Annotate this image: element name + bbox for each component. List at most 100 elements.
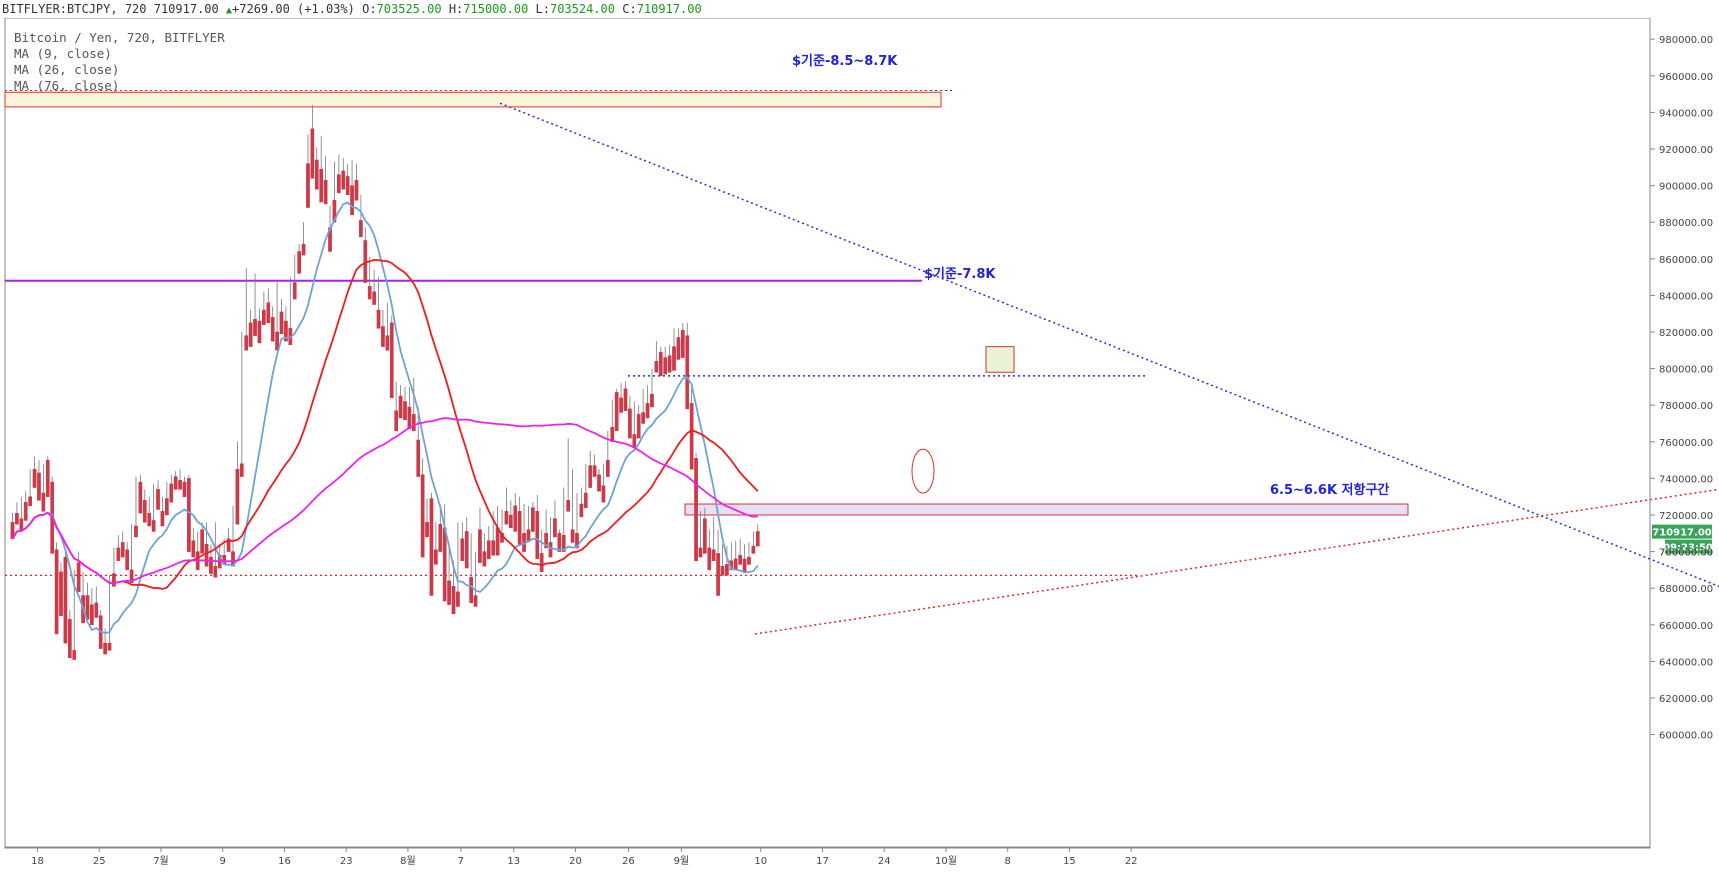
- candle-down: [125, 549, 130, 571]
- x-tick-label: 24: [878, 856, 891, 867]
- candle-down: [156, 489, 160, 510]
- candle-down: [94, 602, 99, 618]
- candle-down: [438, 523, 443, 552]
- candle-down: [169, 483, 174, 503]
- candle-down: [495, 527, 500, 556]
- candle-down: [725, 564, 729, 576]
- candle-down: [566, 500, 571, 512]
- candle-down: [389, 322, 394, 399]
- candle-down: [385, 335, 390, 351]
- resistance-zone-mid: [684, 503, 1409, 516]
- candle-down: [491, 540, 496, 556]
- candle-down: [685, 335, 690, 410]
- x-tick-label: 9: [220, 856, 226, 867]
- legend-ma9: MA (9, close): [14, 46, 112, 61]
- candle-down: [107, 642, 112, 651]
- x-tick-label: 8월: [400, 855, 416, 867]
- candle-down: [755, 531, 760, 547]
- low-label: L:: [535, 2, 550, 16]
- high-value: 715000.00: [463, 2, 529, 16]
- candle-down: [244, 335, 249, 351]
- candle-down: [429, 498, 434, 596]
- candle-down: [407, 406, 412, 430]
- candle-down: [464, 531, 469, 569]
- y-tick-label: 940000.00: [1659, 108, 1713, 119]
- candle-down: [76, 562, 81, 593]
- y-tick-label: 680000.00: [1659, 584, 1713, 595]
- y-tick-label: 660000.00: [1659, 621, 1713, 632]
- candle-down: [41, 492, 46, 512]
- x-tick-label: 26: [622, 856, 635, 867]
- x-tick-label: 15: [1063, 856, 1076, 867]
- candle-down: [557, 533, 562, 552]
- candle-down: [654, 361, 659, 373]
- legend-title: Bitcoin / Yen, 720, BITFLYER: [14, 30, 225, 45]
- candle-down: [15, 512, 19, 525]
- candle-down: [120, 542, 125, 558]
- candle-down: [112, 573, 116, 587]
- candle-down: [508, 514, 513, 529]
- candle-down: [720, 565, 725, 576]
- symbol-label: BITFLYER:BTCJPY, 720: [2, 2, 147, 16]
- ma9-line: [11, 201, 759, 634]
- candle-down: [306, 163, 310, 208]
- candle-down: [663, 357, 668, 375]
- candle-down: [262, 309, 266, 325]
- candle-down: [359, 220, 363, 238]
- chart-legend: Bitcoin / Yen, 720, BITFLYER MA (9, clos…: [14, 30, 225, 94]
- candle-down: [129, 569, 134, 583]
- candle-down: [711, 549, 716, 562]
- candle-down: [63, 556, 68, 644]
- candle-down: [314, 159, 319, 190]
- candle-down: [561, 534, 566, 552]
- candle-down: [204, 544, 209, 567]
- candle-down: [350, 185, 354, 216]
- candle-down: [614, 392, 619, 432]
- symbol-header: BITFLYER:BTCJPY, 720 710917.00 ▲+7269.00…: [0, 0, 1719, 18]
- candle-down: [151, 520, 156, 532]
- candle-down: [239, 463, 244, 477]
- price-tag-bg: [1652, 524, 1712, 539]
- candle-down: [116, 547, 121, 562]
- candle-down: [442, 527, 447, 602]
- x-tick-label: 10월: [935, 855, 957, 867]
- candle-down: [28, 496, 32, 507]
- candle-down: [486, 540, 491, 560]
- candle-down: [517, 511, 522, 545]
- candle-down: [160, 511, 165, 527]
- candle-down: [376, 309, 381, 329]
- candle-down: [606, 459, 610, 477]
- candle-down: [636, 414, 641, 439]
- candle-down: [707, 547, 712, 571]
- y-tick-label: 900000.00: [1659, 182, 1713, 193]
- candle-down: [253, 318, 257, 336]
- candle-down: [672, 346, 676, 371]
- candle-down: [138, 481, 143, 514]
- candle-down: [147, 512, 152, 527]
- candle-down: [341, 170, 346, 190]
- y-tick-label: 620000.00: [1659, 694, 1713, 705]
- y-tick-label: 820000.00: [1659, 328, 1713, 339]
- candle-down: [354, 179, 359, 201]
- candle-down: [610, 426, 615, 443]
- candle-down: [275, 331, 279, 351]
- x-tick-label: 20: [569, 856, 582, 867]
- candle-down: [650, 393, 654, 408]
- candle-down: [213, 565, 218, 578]
- candle-down: [226, 538, 231, 552]
- low-value: 703524.00: [549, 2, 616, 16]
- candle-down: [37, 472, 41, 501]
- y-tick-label: 800000.00: [1659, 365, 1713, 376]
- partially-hidden-tick: 700000.00: [1659, 548, 1713, 559]
- candle-down: [32, 469, 37, 488]
- candle-down: [478, 529, 482, 563]
- candle-down: [248, 322, 253, 347]
- candle-down: [434, 549, 438, 565]
- x-tick-label: 25: [93, 856, 106, 867]
- price-chart[interactable]: 600000.00 620000.00 640000.00 660000.00 6800…: [0, 18, 1719, 875]
- annotation-label-3: 6.5~6.6K 저항구간: [1270, 482, 1389, 498]
- candle-down: [623, 388, 628, 411]
- candle-down: [297, 251, 301, 274]
- candle-down: [209, 556, 213, 574]
- candle-down: [460, 538, 465, 561]
